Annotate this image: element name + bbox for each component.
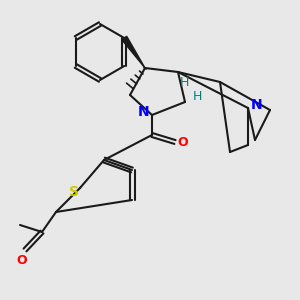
Text: O: O [17, 254, 27, 267]
Text: H: H [180, 76, 189, 88]
Text: N: N [251, 98, 262, 112]
Text: S: S [69, 185, 79, 199]
Text: O: O [177, 136, 188, 148]
Polygon shape [122, 36, 145, 68]
Text: H: H [193, 91, 202, 103]
Text: N: N [138, 105, 150, 119]
